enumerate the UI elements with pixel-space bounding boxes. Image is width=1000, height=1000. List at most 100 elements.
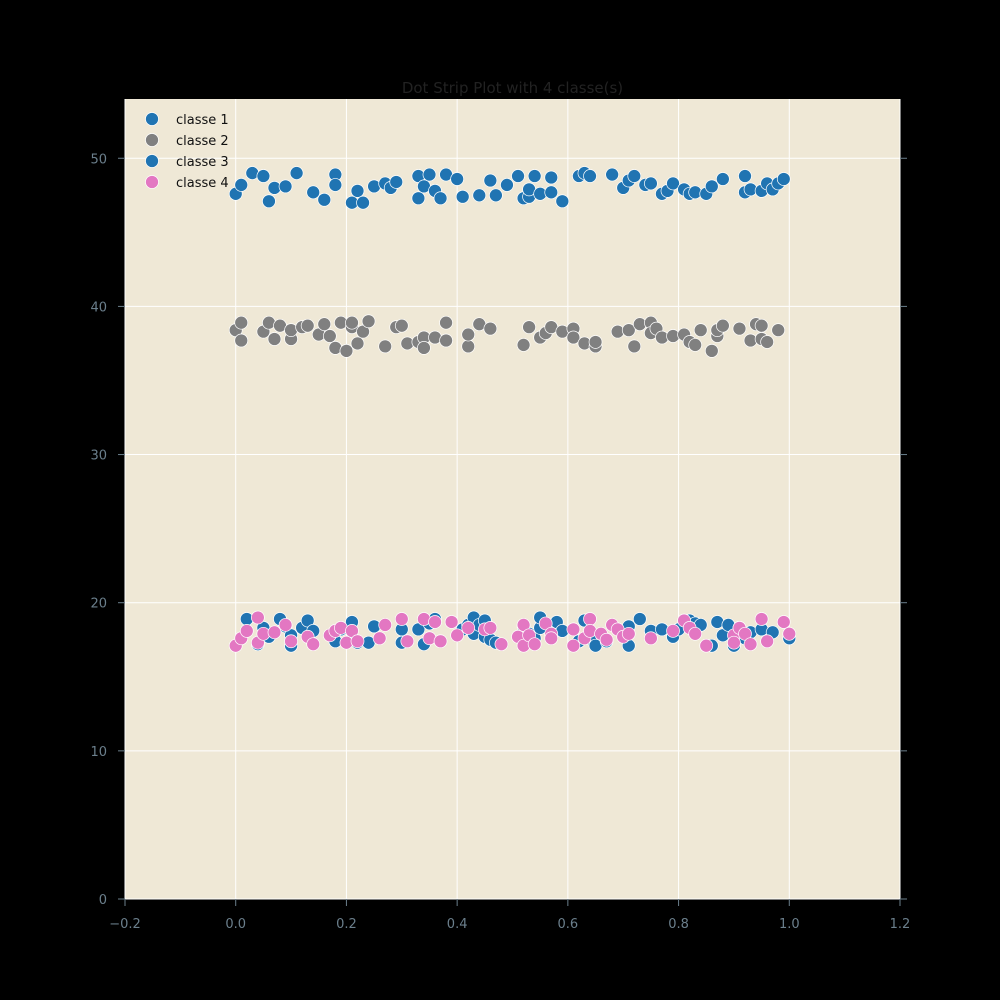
data-point: [716, 172, 730, 186]
data-point: [433, 634, 448, 649]
legend-label: classe 3: [176, 155, 229, 170]
data-point: [394, 612, 409, 626]
x-tick-label: −0.2: [109, 917, 141, 932]
legend-label: classe 2: [176, 134, 229, 149]
data-point: [583, 169, 597, 183]
data-point: [400, 634, 415, 649]
data-point: [627, 169, 642, 183]
data-point: [422, 167, 437, 182]
data-point: [417, 341, 431, 355]
data-point: [754, 612, 769, 626]
legend-item: classe 3: [145, 154, 229, 170]
data-point: [566, 330, 581, 345]
data-point: [511, 169, 525, 183]
data-point: [278, 618, 293, 632]
x-tick-label: 1.2: [890, 917, 911, 932]
series-group: [228, 314, 786, 358]
data-point: [738, 169, 752, 183]
legend: classe 1 classe 2 classe 3 classe 4: [145, 112, 229, 191]
data-point: [621, 323, 636, 337]
x-tick-label: 0.8: [668, 917, 689, 932]
data-point: [760, 634, 774, 649]
axes: −0.2 0.0 0.2 0.4 0.6 0.8 1.0 1.2 0 10 20 30 40 50: [90, 152, 910, 932]
data-point: [566, 638, 581, 653]
data-point: [378, 339, 393, 354]
data-point: [256, 169, 271, 183]
data-point: [544, 170, 559, 185]
data-point: [306, 185, 321, 200]
data-point: [599, 632, 614, 647]
data-point: [688, 626, 703, 641]
data-point: [356, 195, 370, 210]
data-point: [450, 628, 464, 643]
data-point: [411, 191, 426, 206]
data-point: [322, 329, 337, 343]
data-point: [461, 327, 476, 342]
chart-title: Dot Strip Plot with 4 classe(s): [402, 79, 623, 97]
data-points: [228, 166, 797, 653]
data-point: [300, 318, 315, 333]
data-point: [372, 631, 387, 646]
data-point: [306, 637, 321, 652]
data-point: [350, 634, 365, 649]
data-point: [544, 185, 559, 200]
data-point: [588, 335, 603, 349]
data-point: [494, 637, 509, 652]
data-point: [428, 615, 442, 629]
data-point: [433, 191, 448, 206]
grid-lines: [124, 99, 901, 900]
y-tick-label: 10: [90, 745, 107, 760]
x-tick-label: 0.0: [225, 917, 246, 932]
data-point: [284, 634, 298, 649]
data-point: [621, 626, 636, 641]
data-point: [704, 344, 719, 358]
data-point: [555, 194, 570, 209]
data-point: [605, 167, 619, 182]
data-point: [461, 339, 476, 354]
y-tick-label: 30: [90, 449, 107, 464]
data-point: [483, 621, 498, 635]
data-point: [389, 175, 404, 189]
data-point: [688, 338, 703, 352]
data-point: [394, 318, 409, 333]
data-point: [472, 188, 487, 203]
data-point: [455, 189, 470, 204]
data-point: [666, 176, 680, 191]
y-tick-label: 50: [90, 152, 107, 167]
data-point: [483, 321, 498, 336]
legend-marker: [145, 133, 159, 147]
data-point: [234, 178, 249, 192]
data-point: [483, 173, 498, 188]
data-point: [704, 179, 719, 194]
y-tick-label: 20: [90, 597, 107, 612]
data-point: [566, 622, 581, 637]
y-tick-label: 0: [99, 893, 107, 908]
x-tick-label: 0.6: [558, 917, 579, 932]
data-point: [743, 637, 758, 652]
data-point: [262, 194, 276, 209]
data-point: [450, 172, 464, 186]
data-point: [267, 332, 282, 346]
data-point: [776, 172, 791, 186]
data-point: [439, 315, 453, 330]
data-point: [771, 323, 786, 337]
legend-label: classe 1: [176, 113, 229, 128]
legend-marker: [145, 175, 159, 189]
data-point: [527, 637, 542, 652]
legend-item: classe 4: [145, 175, 229, 191]
data-point: [239, 624, 254, 638]
data-point: [350, 184, 365, 198]
data-point: [644, 176, 658, 191]
data-point: [500, 178, 514, 192]
data-point: [317, 192, 332, 207]
data-point: [527, 169, 542, 183]
data-point: [278, 179, 293, 194]
data-point: [632, 612, 647, 626]
data-point: [544, 631, 559, 646]
legend-marker: [145, 112, 159, 126]
series-group: [228, 610, 797, 653]
data-point: [693, 323, 708, 337]
data-point: [345, 315, 359, 330]
data-point: [361, 314, 376, 329]
